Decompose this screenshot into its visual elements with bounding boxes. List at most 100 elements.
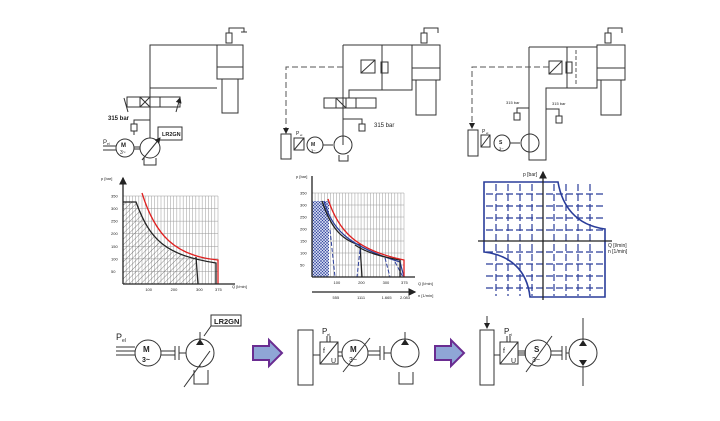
arrow-right-icon	[252, 337, 284, 369]
y-axis-label: p [bar]	[296, 174, 307, 179]
power-sub: el	[327, 332, 330, 337]
motor-label: S	[499, 140, 503, 146]
circuit-1: 315 bar LR2GN M 3~ P el	[103, 27, 247, 166]
arrow-right-icon	[434, 337, 466, 369]
control-unit	[467, 129, 479, 157]
x-axis-label: Q [l/min]	[232, 284, 247, 289]
x-tick-label: 375	[215, 287, 222, 292]
y-tick-label: 50	[300, 263, 305, 268]
servo-motor-icon	[524, 339, 552, 367]
y-tick-label: 350	[111, 194, 118, 199]
y-tick-label: 300	[111, 206, 118, 211]
x-tick-label: 200	[171, 287, 178, 292]
circuit-3: 315 bar 315 bar P el S 3~	[467, 27, 626, 161]
motor-label: M	[143, 345, 150, 354]
check-valve	[420, 32, 428, 44]
control-unit	[479, 329, 495, 386]
x-tick-label: 100	[145, 287, 152, 292]
y-tick-label: 300	[300, 203, 307, 208]
x-axis-label: Q [l/min]	[418, 281, 433, 286]
power-sub: el	[300, 133, 303, 137]
motor-phase: 3~	[349, 357, 357, 364]
pressure-label: 315 bar	[108, 116, 130, 122]
motor-phase: 3~	[532, 357, 540, 364]
y-tick-label: 350	[300, 191, 307, 196]
x-tick-label: 200	[358, 280, 365, 285]
directional-valve	[126, 96, 181, 108]
controller-box	[210, 314, 242, 327]
x2-tick-label: 1.665	[382, 295, 393, 300]
motor-icon	[341, 339, 369, 367]
x-axis-label: Q [l/min]	[608, 243, 627, 249]
pressure-label: 315 bar	[374, 123, 394, 129]
motor-icon	[115, 138, 135, 158]
x-axis-label-2: n [1/min]	[418, 293, 433, 298]
controller-label: LR2GN	[162, 132, 181, 138]
max-power-curve	[327, 198, 405, 277]
converter-u: U	[511, 358, 516, 365]
cylinder	[216, 44, 244, 68]
circuit-2: 315 bar M 3~ P el	[280, 27, 441, 162]
x-tick-label: 100	[334, 280, 341, 285]
x2-tick-label: 555	[333, 295, 340, 300]
pump-icon	[139, 137, 161, 159]
power-sub: el	[509, 332, 512, 337]
x-tick-label: 300	[383, 280, 390, 285]
control-unit	[280, 133, 292, 160]
x-tick-label: 375	[401, 280, 408, 285]
motor-label: M	[350, 345, 357, 354]
power-sub: el	[107, 142, 110, 146]
chart-3: p [bar] Q [l/min] n [1/min]	[478, 172, 628, 300]
y-tick-label: 100	[111, 256, 118, 261]
y-tick-label: 200	[300, 227, 307, 232]
motor-phase: 3~	[120, 150, 126, 156]
x-axis-label-2: n [1/min]	[608, 249, 628, 255]
converter-f: f	[323, 348, 325, 355]
motor-phase: 3~	[142, 357, 150, 364]
pressure-label-2: 315 bar	[552, 101, 566, 106]
power-sub: el	[122, 338, 126, 344]
chart-1: p [bar] Q [l/min] 50 100 150 200 250 300 350 10…	[101, 176, 247, 292]
y-tick-label: 150	[111, 244, 118, 249]
power-label: P	[296, 131, 300, 137]
max-power-curve	[141, 192, 219, 284]
motor-label: M	[311, 142, 315, 148]
y-tick-label: 250	[300, 215, 307, 220]
power-label: P	[116, 332, 122, 342]
motor-label: S	[534, 345, 540, 354]
controller-label: LR2GN	[214, 317, 239, 326]
pressure-label-1: 315 bar	[506, 100, 520, 105]
x-tick-label: 300	[196, 287, 203, 292]
x2-tick-label: 2.083	[400, 295, 411, 300]
relief-valve	[130, 123, 138, 132]
converter-f: f	[503, 348, 505, 355]
bottom-row: P el M 3~ LR2GN f U P el M 3~	[116, 314, 598, 388]
chart-2: p [bar] Q [l/min] n [1/min] 50 100 150 200 2…	[296, 174, 433, 300]
pump-icon	[520, 133, 540, 153]
directional-valve	[323, 97, 377, 109]
four-quadrant-envelope	[483, 181, 606, 298]
motor-phase: 3~	[311, 148, 316, 153]
y-axis-label: p [bar]	[523, 172, 538, 178]
converter-u: U	[331, 358, 336, 365]
y-tick-label: 100	[300, 251, 307, 256]
pump-icon	[333, 135, 353, 155]
power-label: P	[504, 327, 509, 336]
sensor	[360, 59, 376, 74]
power-label: P	[482, 129, 486, 135]
x2-tick-label: 1111	[357, 295, 366, 300]
power-label: P	[103, 140, 107, 146]
y-tick-label: 50	[111, 269, 116, 274]
y-axis-label: p [bar]	[101, 176, 112, 181]
controller-box	[157, 126, 183, 141]
frequency-converter	[319, 341, 339, 365]
check-valve	[225, 32, 233, 44]
control-unit	[297, 329, 314, 386]
power-sub: el	[486, 131, 489, 135]
y-tick-label: 250	[111, 219, 118, 224]
motor-label: M	[121, 143, 126, 149]
y-tick-label: 150	[300, 239, 307, 244]
power-label: P	[322, 327, 327, 336]
motor-phase: 3~	[499, 146, 504, 151]
